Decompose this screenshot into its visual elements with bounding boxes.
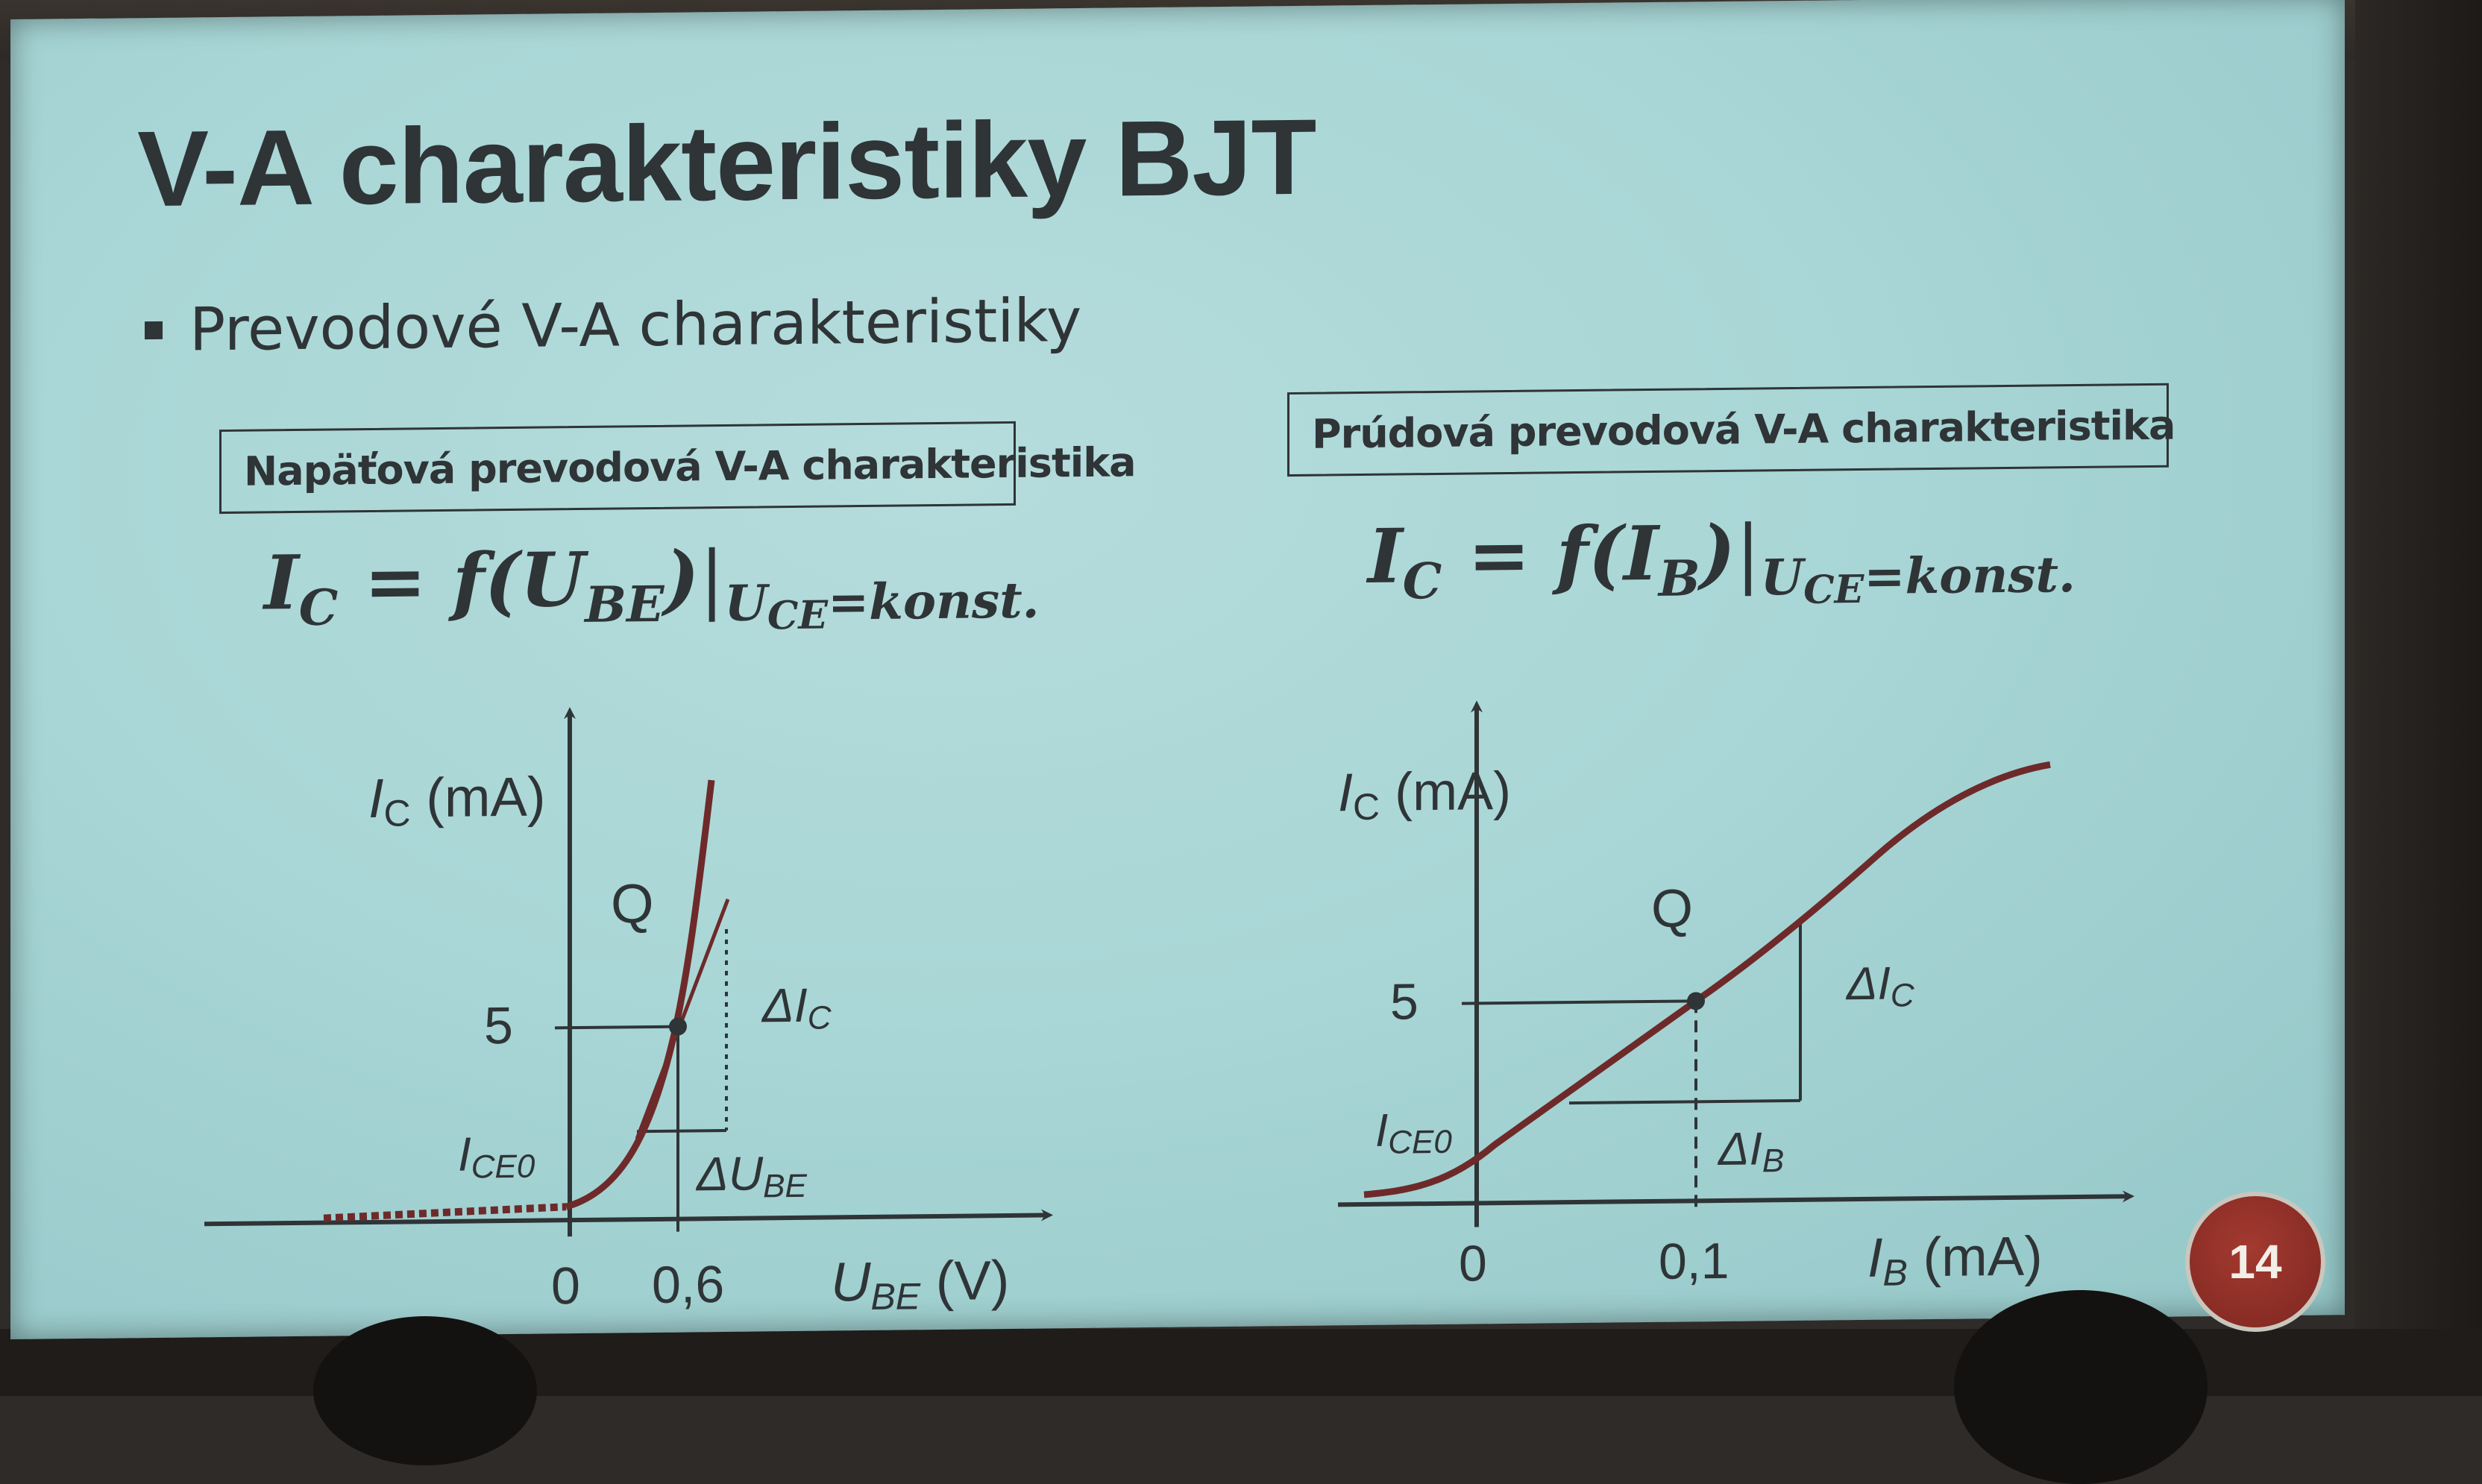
q-horizontal-guide — [555, 1025, 678, 1030]
formula-lhs: I — [1368, 512, 1403, 600]
tick-y-5: 5 — [484, 996, 513, 1054]
tick-y-5: 5 — [1390, 973, 1418, 1030]
formula-fn: = f(I — [1442, 509, 1659, 600]
x-axis-label: UBE (V) — [831, 1249, 1009, 1318]
transfer-curve — [1363, 761, 2051, 1198]
y-axis-label: IC (mA) — [1338, 761, 1511, 828]
formula-cond-sub: CE — [767, 592, 828, 639]
q-horizontal-guide — [1462, 999, 1696, 1005]
formula-lhs-sub: C — [1402, 551, 1442, 611]
formula-lhs-sub: C — [298, 578, 339, 637]
tick-y-iceo: ICE0 — [1375, 1104, 1452, 1161]
q-point — [1687, 992, 1705, 1010]
formula-lhs: I — [264, 538, 299, 627]
formula-arg-sub: B — [1658, 549, 1700, 608]
delta-ube-label: ΔUBE — [695, 1146, 807, 1206]
tick-x-06: 0,6 — [652, 1255, 724, 1314]
left-caption-box: Napäťová prevodová V-A charakteristika — [219, 421, 1136, 515]
formula-close: ) — [1700, 508, 1735, 597]
point-q-label: Q — [1651, 878, 1693, 939]
right-formula: IC = f(IB)|UCE=konst. — [1368, 505, 2076, 617]
wall-right — [2355, 0, 2482, 1396]
formula-arg-sub: BE — [585, 574, 665, 634]
square-bullet-icon — [145, 321, 163, 339]
delta-ic-label: ΔIC — [761, 978, 832, 1037]
right-caption-box: Prúdová prevodová V-A charakteristika — [1287, 383, 2175, 477]
x-axis-label: IB (mA) — [1867, 1224, 2043, 1293]
audience-head-right — [1954, 1290, 2208, 1484]
formula-cond-sub: CE — [1803, 566, 1864, 613]
delta-ib-label: ΔIB — [1717, 1123, 1784, 1180]
tick-x-01: 0,1 — [1659, 1233, 1729, 1290]
tick-x-0: 0 — [551, 1257, 580, 1315]
page-number-badge: 14 — [2185, 1192, 2325, 1332]
tick-y-iceo: ICE0 — [458, 1127, 535, 1186]
formula-close: ) — [664, 534, 700, 623]
right-chart-svg: IC (mA) Q 5 ICE0 ΔIC ΔIB 0 0,1 IB (mA) — [1338, 700, 2134, 1294]
audience-head-left — [313, 1316, 537, 1465]
delta-ic-label: ΔIC — [1845, 958, 1915, 1014]
bullet-item: Prevodové V-A charakteristiky — [145, 286, 1081, 365]
cutoff-dashed-curve — [323, 1203, 567, 1222]
left-formula: IC = f(UBE)|UCE=konst. — [264, 531, 1040, 644]
right-chart: IC (mA) Q 5 ICE0 ΔIC ΔIB 0 0,1 IB (mA) — [1278, 667, 2211, 1318]
y-axis-label: IC (mA) — [368, 765, 546, 834]
left-chart: IC (mA) Q 5 ICE0 ΔIC ΔUBE 0 0,6 UBE (V) — [189, 679, 1084, 1330]
tick-x-0: 0 — [1459, 1235, 1487, 1292]
formula-cond-val: =konst. — [828, 570, 1040, 632]
formula-bar: | — [699, 534, 725, 623]
bullet-text: Prevodové V-A charakteristiky — [189, 285, 1082, 365]
delta-ib-line — [1569, 1098, 1800, 1105]
formula-fn: = f(U — [338, 535, 585, 626]
transfer-curve — [565, 779, 715, 1210]
point-q-label: Q — [611, 873, 654, 935]
slide-title: V-A charakteristiky BJT — [137, 96, 1316, 230]
projected-slide: V-A charakteristiky BJT Prevodové V-A ch… — [10, 0, 2345, 1339]
formula-cond: U — [724, 573, 767, 632]
x-axis — [1338, 1190, 2134, 1207]
formula-cond: U — [1760, 547, 1804, 607]
formula-bar: | — [1735, 509, 1761, 597]
left-chart-svg: IC (mA) Q 5 ICE0 ΔIC ΔUBE 0 0,6 UBE (V) — [204, 707, 1053, 1318]
x-axis — [204, 1209, 1053, 1227]
formula-cond-val: =konst. — [1864, 545, 2076, 606]
q-point — [669, 1017, 687, 1036]
